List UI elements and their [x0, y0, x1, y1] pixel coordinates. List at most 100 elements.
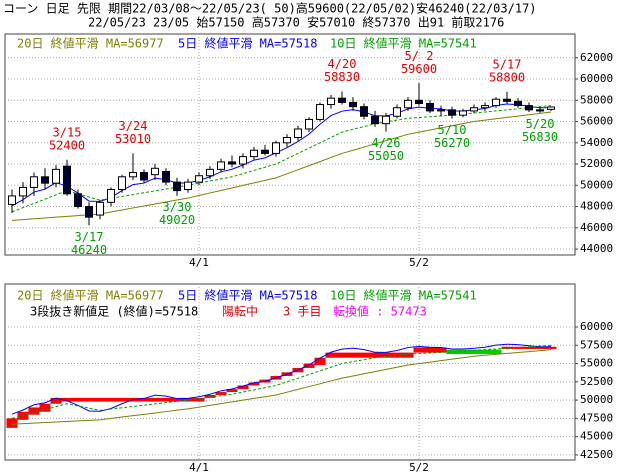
chart-subtitle: 22/05/23 23/05 始57150 高57370 安57010 終573… [88, 15, 504, 30]
annotation-date: 4/20 [328, 57, 357, 71]
status-text: 陽転中 [222, 304, 258, 319]
candle-body [30, 176, 38, 188]
candle-body [250, 149, 258, 158]
break-block [94, 397, 106, 402]
break-block [479, 349, 491, 355]
top-frame [4, 33, 576, 256]
candle-body [393, 107, 401, 117]
candle-body [206, 168, 214, 177]
break-block [171, 397, 183, 402]
break-block [501, 346, 513, 349]
break-block [160, 397, 172, 402]
break-block [72, 397, 84, 402]
candle-body [437, 109, 445, 112]
status-text: 3 手目 [283, 305, 321, 319]
ma-line [11, 343, 552, 415]
x-tick-label: 5/2 [409, 256, 429, 269]
candle-body [118, 176, 126, 191]
y-tick-label: 47500 [580, 411, 613, 424]
annotation-value: 52400 [49, 138, 85, 152]
y-tick-label: 56000 [580, 115, 613, 128]
y-tick-label: 50000 [580, 178, 613, 191]
candle-body [492, 98, 500, 107]
candle-body [305, 118, 313, 130]
y-tick-label: 60000 [580, 72, 613, 85]
y-tick-label: 57500 [580, 338, 613, 351]
break-block [413, 347, 425, 353]
annotation-value: 56270 [434, 136, 470, 150]
break-block [435, 347, 447, 353]
x-tick-label: 4/1 [189, 256, 209, 269]
annotation-value: 49020 [159, 213, 195, 227]
break-block [105, 397, 117, 402]
candle-body [294, 128, 302, 138]
y-tick-label: 55000 [580, 357, 613, 370]
break-block [28, 407, 40, 415]
annotation-date: 3/17 [75, 230, 104, 244]
break-block [457, 349, 469, 355]
candle-body [261, 149, 269, 154]
annotation-value: 46240 [71, 243, 107, 257]
annotation-value: 56830 [522, 130, 558, 144]
y-tick-label: 60000 [580, 320, 613, 333]
ma-line [11, 344, 552, 419]
break-block [61, 397, 73, 402]
break-block [215, 392, 227, 395]
break-block [369, 352, 381, 358]
legend-entry: 10日 終値平滑 MA=57541 [330, 36, 477, 51]
candle-body [217, 161, 225, 170]
x-tick-label: 5/2 [409, 461, 429, 474]
candle-body [382, 115, 390, 125]
break-block [380, 352, 392, 358]
candle-body [525, 105, 533, 111]
candle-body [140, 172, 148, 181]
annotation-value: 58830 [324, 70, 360, 84]
annotation-date: 5/ 2 [405, 49, 434, 63]
candle-body [41, 176, 49, 184]
break-block [303, 363, 315, 368]
break-block [512, 346, 524, 349]
candle-body [338, 97, 346, 103]
break-block [391, 352, 403, 358]
candle-body [459, 110, 467, 116]
candle-body [316, 104, 324, 120]
break-block [446, 349, 458, 355]
break-block [490, 349, 502, 355]
candle-body [63, 165, 71, 195]
break-block [534, 346, 546, 349]
annotation-value: 55050 [368, 149, 404, 163]
candle-body [162, 170, 170, 183]
break-block [314, 357, 326, 366]
ma-line [11, 111, 552, 221]
break-block [149, 397, 161, 402]
y-tick-label: 62000 [580, 51, 613, 64]
y-tick-label: 45000 [580, 430, 613, 443]
status-text: 3段抜き新値足 (終値)=57518 [30, 304, 198, 319]
candle-body [371, 115, 379, 125]
break-block [325, 352, 337, 358]
annotation-date: 5/17 [493, 57, 522, 71]
candle-body [173, 181, 181, 192]
candle-body [239, 156, 247, 165]
break-block [182, 397, 194, 402]
break-block [248, 382, 260, 386]
break-block [424, 347, 436, 353]
annotation-value: 59600 [401, 62, 437, 76]
candle-body [415, 99, 423, 104]
candle-body [151, 167, 159, 176]
candle-body [129, 172, 137, 178]
annotation-date: 3/15 [53, 125, 82, 139]
candle-body [547, 106, 555, 110]
legend-entry: 10日 終値平滑 MA=57541 [330, 288, 477, 303]
candle-body [184, 181, 192, 191]
break-block [226, 389, 238, 393]
legend-entry: 20日 終値平滑 MA=56977 [17, 288, 164, 303]
status-text: 転換値 : 57473 [333, 304, 427, 319]
break-block [468, 349, 480, 355]
chart-title: コーン 日足 先限 期間22/03/08～22/05/23( 50)高59600… [3, 1, 537, 16]
candle-body [503, 98, 511, 102]
y-tick-label: 54000 [580, 136, 613, 149]
candle-body [470, 107, 478, 112]
